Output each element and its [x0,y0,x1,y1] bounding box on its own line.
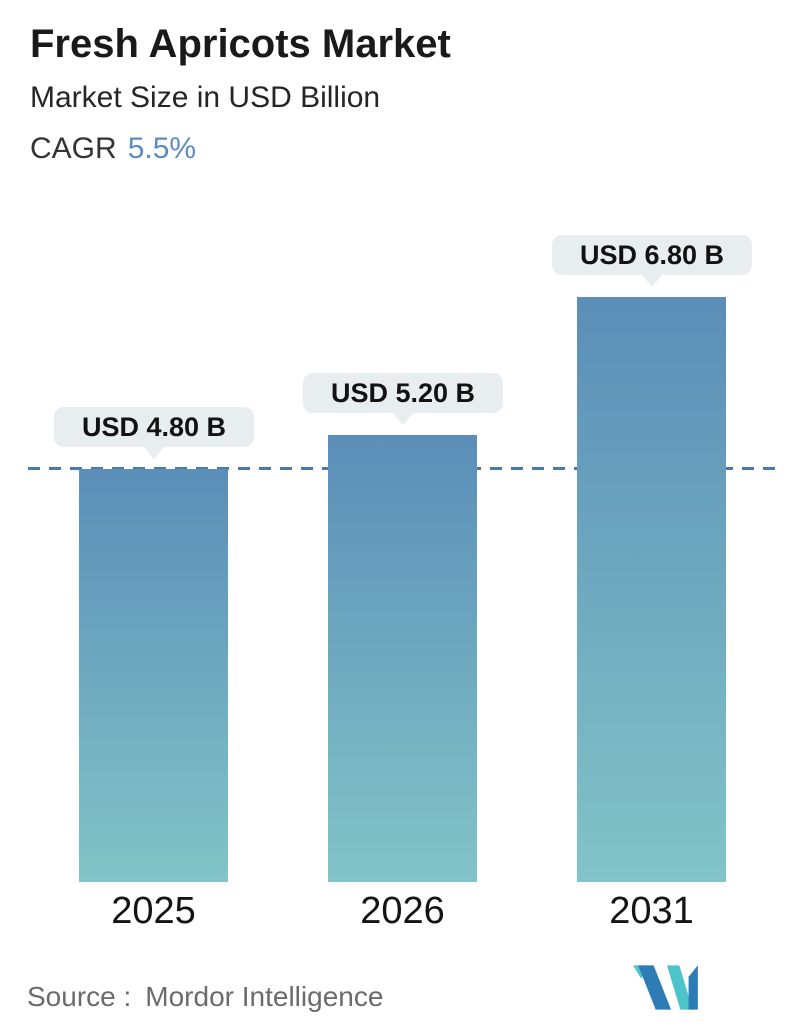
value-badge-2026: USD 5.20 B [303,373,503,413]
x-axis-label-2031: 2031 [609,890,694,932]
chart-header: Fresh Apricots Market Market Size in USD… [30,24,451,164]
page-title: Fresh Apricots Market [30,22,451,66]
cagr-label: CAGR [30,132,117,165]
source-label: Source : [27,981,132,1012]
bar-2026 [328,435,477,882]
cagr-line: CAGR 5.5% [30,134,451,164]
cagr-value: 5.5% [127,132,197,165]
source-value: Mordor Intelligence [145,981,384,1012]
mordor-intelligence-logo [633,965,698,1010]
value-badge-2031: USD 6.80 B [552,235,752,275]
x-axis-label-2026: 2026 [360,890,445,932]
value-badge-2025: USD 4.80 B [54,407,254,447]
source-line: Source : Mordor Intelligence [27,981,383,1013]
chart-subtitle: Market Size in USD Billion [30,81,381,114]
bar-2025 [79,469,228,882]
bar-2031 [577,297,726,882]
x-axis-label-2025: 2025 [111,890,196,932]
